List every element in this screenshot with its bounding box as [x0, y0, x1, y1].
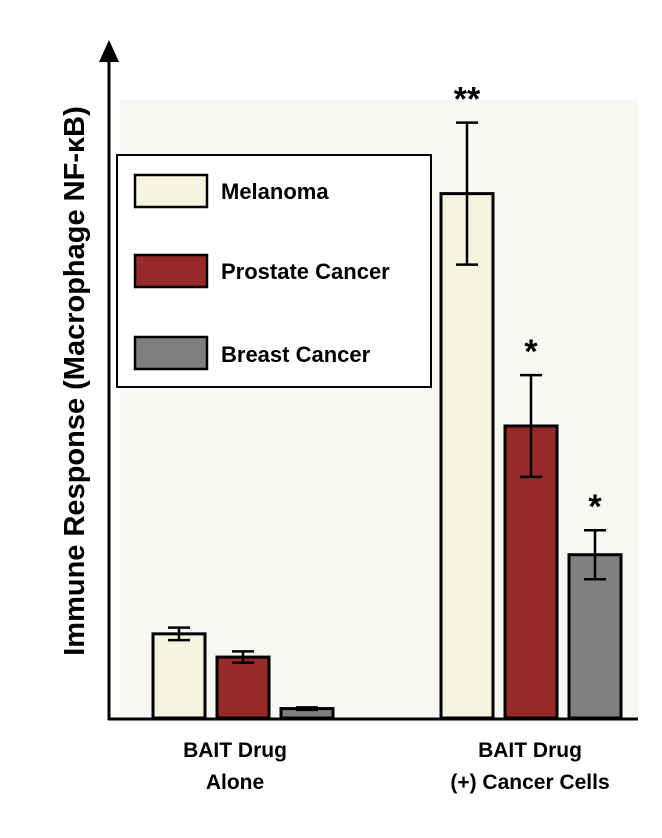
x-tick-label-line1: BAIT Drug: [478, 739, 582, 762]
legend-label: Breast Cancer: [221, 342, 371, 367]
legend-label: Melanoma: [221, 179, 329, 204]
legend: Melanoma Prostate Cancer Breast Cancer: [116, 154, 432, 388]
legend-swatch: [133, 173, 209, 209]
error-bar: [232, 650, 254, 664]
x-category-bait-alone: BAIT Drug Alone: [183, 739, 287, 794]
legend-swatch: [133, 253, 209, 289]
bar: [439, 192, 495, 720]
error-bar: [456, 121, 478, 266]
x-tick-label-line2: (+) Cancer Cells: [450, 771, 609, 794]
x-tick-label-line1: BAIT Drug: [183, 739, 287, 762]
legend-entry-breast-cancer: Breast Cancer: [133, 335, 371, 371]
legend-label: Prostate Cancer: [221, 259, 390, 284]
error-bar: [520, 373, 542, 479]
y-axis-label: Immune Response (Macrophage NF-κB): [59, 106, 91, 656]
legend-swatch: [133, 335, 209, 371]
significance-layer: ****: [454, 81, 603, 527]
error-bar: [296, 706, 318, 712]
significance-marker: *: [524, 333, 538, 371]
error-bars-layer: [168, 121, 606, 712]
bar: [151, 632, 207, 720]
legend-entry-prostate-cancer: Prostate Cancer: [133, 253, 390, 289]
x-tick-label-line2: Alone: [206, 771, 264, 794]
error-bar: [584, 528, 606, 581]
y-axis-arrowhead: [99, 40, 119, 62]
x-category-bait-cancer-cells: BAIT Drug (+) Cancer Cells: [450, 739, 609, 794]
significance-marker: *: [588, 488, 602, 526]
legend-entry-melanoma: Melanoma: [133, 173, 329, 209]
significance-marker: **: [454, 81, 481, 119]
bar: [215, 655, 271, 720]
error-bar: [168, 626, 190, 642]
